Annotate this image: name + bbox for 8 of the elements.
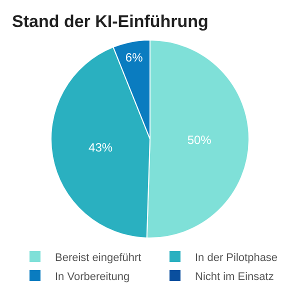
data-label: 43%	[88, 140, 113, 155]
data-label: 50%	[187, 132, 212, 147]
legend-label: In der Pilotphase	[195, 252, 278, 264]
legend-label: In Vorbereitung	[55, 270, 130, 283]
chart-title: Stand der KI-Einführung	[12, 12, 208, 31]
legend-label: Bereist eingeführt	[55, 252, 142, 264]
data-label: 6%	[125, 50, 144, 64]
legend-label: Nicht im Einsatz	[195, 270, 274, 283]
